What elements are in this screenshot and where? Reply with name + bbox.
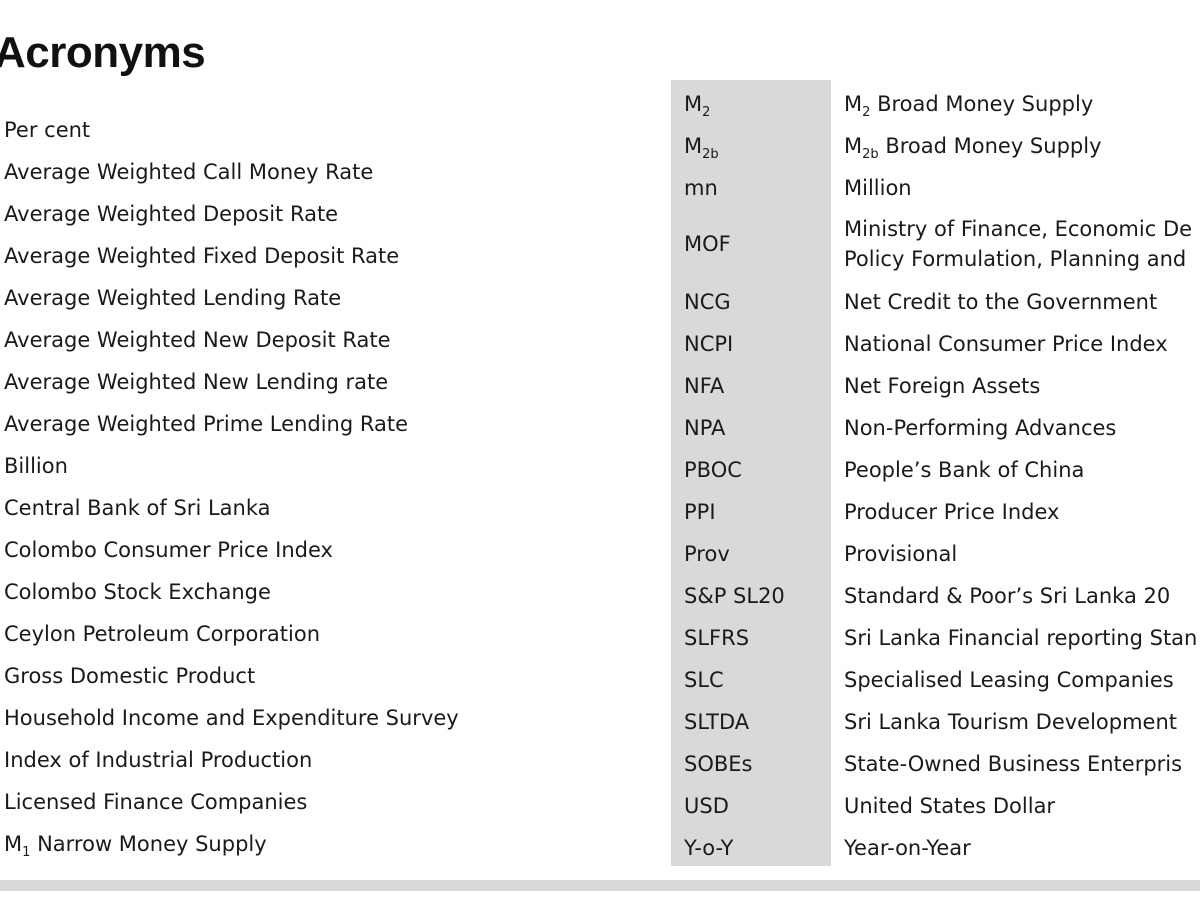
symbol-rest: Broad Money Supply <box>878 134 1102 158</box>
abbreviation: NFA <box>684 374 725 398</box>
list-item: Average Weighted New Lending rate <box>4 370 389 394</box>
symbol-rest: Broad Money Supply <box>870 92 1094 116</box>
definition-line: Ministry of Finance, Economic De <box>844 217 1193 241</box>
symbol-rest: Narrow Money Supply <box>30 832 267 856</box>
definition: Standard & Poor’s Sri Lanka 20 <box>844 584 1171 608</box>
abbreviation: USD <box>684 794 729 818</box>
list-item: Licensed Finance Companies <box>4 790 308 814</box>
abbreviation: NCG <box>684 290 731 314</box>
abbreviation: Prov <box>684 542 730 566</box>
definition: Non-Performing Advances <box>844 416 1117 440</box>
page-bottom-divider <box>0 880 1200 891</box>
list-item: M1 Narrow Money Supply <box>4 831 267 860</box>
abbreviation: SLC <box>684 668 724 692</box>
abbreviation: SLFRS <box>684 626 750 650</box>
abbreviation: SLTDA <box>684 710 750 734</box>
list-item: Per cent <box>4 118 91 142</box>
definition: State-Owned Business Enterpris <box>844 752 1183 776</box>
list-item: Gross Domestic Product <box>4 664 256 688</box>
list-item: Colombo Consumer Price Index <box>4 538 333 562</box>
definition: Producer Price Index <box>844 500 1060 524</box>
symbol-subscript: 2b <box>862 147 879 162</box>
definition: M2 Broad Money Supply <box>844 91 1094 120</box>
abbreviation: M2b <box>684 133 719 162</box>
list-item: Average Weighted New Deposit Rate <box>4 328 391 352</box>
abbreviation: Y-o-Y <box>684 836 734 860</box>
definition: Million <box>844 176 912 200</box>
abbreviation: NPA <box>684 416 726 440</box>
list-item: Ceylon Petroleum Corporation <box>4 622 321 646</box>
list-item: Average Weighted Lending Rate <box>4 286 342 310</box>
list-item: Household Income and Expenditure Survey <box>4 706 459 730</box>
definition-line: Policy Formulation, Planning and <box>844 247 1187 271</box>
symbol-subscript: 2b <box>702 147 719 162</box>
symbol-subscript: 2 <box>702 105 711 120</box>
symbol-subscript: 1 <box>22 845 31 860</box>
symbol-base: M <box>4 832 23 856</box>
definition: Year-on-Year <box>844 836 971 860</box>
symbol-subscript: 2 <box>862 105 871 120</box>
abbreviation: mn <box>684 176 718 200</box>
page-title: Acronyms <box>0 28 206 77</box>
definition: Provisional <box>844 542 958 566</box>
abbreviation: PBOC <box>684 458 742 482</box>
definition: Specialised Leasing Companies <box>844 668 1174 692</box>
list-item: Average Weighted Deposit Rate <box>4 202 339 226</box>
list-item: Billion <box>4 454 68 478</box>
list-item: Average Weighted Prime Lending Rate <box>4 412 409 436</box>
list-item: Average Weighted Fixed Deposit Rate <box>4 244 400 268</box>
abbreviation: PPI <box>684 500 716 524</box>
list-item: Central Bank of Sri Lanka <box>4 496 271 520</box>
symbol-base: M <box>844 92 863 116</box>
definition: M2b Broad Money Supply <box>844 133 1102 162</box>
symbol-base: M <box>684 134 703 158</box>
definition: Sri Lanka Tourism Development <box>844 710 1178 734</box>
definition: National Consumer Price Index <box>844 332 1168 356</box>
abbreviation: NCPI <box>684 332 734 356</box>
list-item: Colombo Stock Exchange <box>4 580 271 604</box>
symbol-base: M <box>684 92 703 116</box>
list-item: Average Weighted Call Money Rate <box>4 160 374 184</box>
abbreviation: MOF <box>684 232 731 256</box>
symbol-base: M <box>844 134 863 158</box>
definition: United States Dollar <box>844 794 1056 818</box>
abbreviation-column-background <box>671 80 831 866</box>
definition: Net Credit to the Government <box>844 290 1158 314</box>
list-item: Index of Industrial Production <box>4 748 313 772</box>
abbreviation: S&P SL20 <box>684 584 785 608</box>
abbreviation: M2 <box>684 91 711 120</box>
abbreviation: SOBEs <box>684 752 753 776</box>
definition: Net Foreign Assets <box>844 374 1041 398</box>
definition: People’s Bank of China <box>844 458 1085 482</box>
definition: Sri Lanka Financial reporting Stan <box>844 626 1198 650</box>
